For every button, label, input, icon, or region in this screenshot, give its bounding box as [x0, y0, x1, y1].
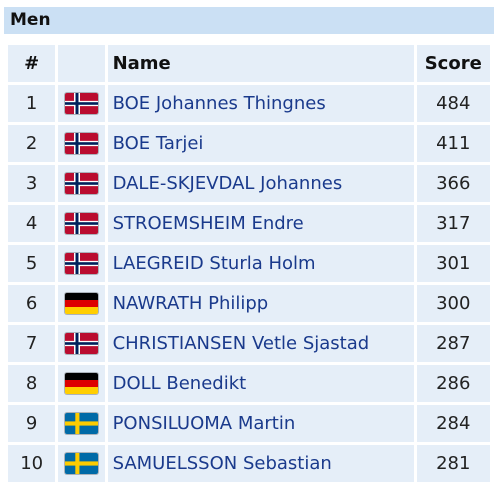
name-cell: SAMUELSSON Sebastian — [107, 445, 414, 482]
column-header-score: Score — [416, 45, 490, 82]
table-row: 9 PONSILUOMA Martin 284 — [8, 405, 490, 442]
norway-flag-icon — [64, 133, 98, 155]
column-header-name: Name — [107, 45, 414, 82]
norway-flag-icon — [64, 213, 98, 235]
flag-cell — [58, 445, 105, 482]
athlete-link[interactable]: DOLL Benedikt — [112, 373, 247, 394]
rank-cell: 8 — [8, 365, 56, 402]
table-row: 4 STROEMSHEIM Endre 317 — [8, 205, 490, 242]
score-cell: 301 — [416, 245, 490, 282]
rank-cell: 1 — [8, 85, 56, 122]
table-row: 8 DOLL Benedikt 286 — [8, 365, 490, 402]
norway-flag-icon — [64, 93, 98, 115]
sweden-flag-icon — [64, 453, 98, 475]
section-title: Men — [4, 7, 494, 34]
name-cell: LAEGREID Sturla Holm — [107, 245, 414, 282]
flag-cell — [58, 165, 105, 202]
table-row: 10 SAMUELSSON Sebastian 281 — [8, 445, 490, 482]
rank-cell: 5 — [8, 245, 56, 282]
table-row: 6 NAWRATH Philipp 300 — [8, 285, 490, 322]
table-row: 3 DALE-SKJEVDAL Johannes 366 — [8, 165, 490, 202]
flag-cell — [58, 205, 105, 242]
norway-flag-icon — [64, 253, 98, 275]
table-header-row: # Name Score — [8, 45, 490, 82]
score-cell: 287 — [416, 325, 490, 362]
score-cell: 286 — [416, 365, 490, 402]
rank-cell: 2 — [8, 125, 56, 162]
athlete-link[interactable]: PONSILUOMA Martin — [112, 413, 296, 434]
score-cell: 281 — [416, 445, 490, 482]
athlete-link[interactable]: STROEMSHEIM Endre — [112, 213, 304, 234]
norway-flag-icon — [64, 333, 98, 355]
table-row: 7 CHRISTIANSEN Vetle Sjastad 287 — [8, 325, 490, 362]
flag-cell — [58, 285, 105, 322]
score-cell: 411 — [416, 125, 490, 162]
name-cell: STROEMSHEIM Endre — [107, 205, 414, 242]
athlete-link[interactable]: CHRISTIANSEN Vetle Sjastad — [112, 333, 370, 354]
score-cell: 317 — [416, 205, 490, 242]
name-cell: PONSILUOMA Martin — [107, 405, 414, 442]
flag-cell — [58, 125, 105, 162]
rank-cell: 6 — [8, 285, 56, 322]
athlete-link[interactable]: NAWRATH Philipp — [112, 293, 269, 314]
rank-cell: 10 — [8, 445, 56, 482]
athlete-link[interactable]: DALE-SKJEVDAL Johannes — [112, 173, 343, 194]
ranking-rows: 1 BOE Johannes Thingnes 484 2 BOE Tarjei… — [8, 85, 490, 482]
flag-cell — [58, 245, 105, 282]
table-row: 5 LAEGREID Sturla Holm 301 — [8, 245, 490, 282]
column-header-flag — [58, 45, 105, 82]
athlete-link[interactable]: BOE Johannes Thingnes — [112, 93, 326, 114]
score-cell: 366 — [416, 165, 490, 202]
rank-cell: 3 — [8, 165, 56, 202]
flag-cell — [58, 85, 105, 122]
flag-cell — [58, 365, 105, 402]
name-cell: DOLL Benedikt — [107, 365, 414, 402]
flag-cell — [58, 405, 105, 442]
table-row: 1 BOE Johannes Thingnes 484 — [8, 85, 490, 122]
norway-flag-icon — [64, 173, 98, 195]
score-cell: 484 — [416, 85, 490, 122]
column-header-rank: # — [8, 45, 56, 82]
ranking-table: # Name Score 1 BOE Johannes Thingnes 484… — [5, 42, 493, 485]
athlete-link[interactable]: LAEGREID Sturla Holm — [112, 253, 316, 274]
sweden-flag-icon — [64, 413, 98, 435]
table-row: 2 BOE Tarjei 411 — [8, 125, 490, 162]
athlete-link[interactable]: BOE Tarjei — [112, 133, 204, 154]
germany-flag-icon — [64, 373, 98, 395]
name-cell: BOE Johannes Thingnes — [107, 85, 414, 122]
germany-flag-icon — [64, 293, 98, 315]
score-cell: 284 — [416, 405, 490, 442]
athlete-link[interactable]: SAMUELSSON Sebastian — [112, 453, 332, 474]
name-cell: NAWRATH Philipp — [107, 285, 414, 322]
name-cell: BOE Tarjei — [107, 125, 414, 162]
name-cell: DALE-SKJEVDAL Johannes — [107, 165, 414, 202]
flag-cell — [58, 325, 105, 362]
name-cell: CHRISTIANSEN Vetle Sjastad — [107, 325, 414, 362]
rank-cell: 9 — [8, 405, 56, 442]
rank-cell: 4 — [8, 205, 56, 242]
rank-cell: 7 — [8, 325, 56, 362]
score-cell: 300 — [416, 285, 490, 322]
